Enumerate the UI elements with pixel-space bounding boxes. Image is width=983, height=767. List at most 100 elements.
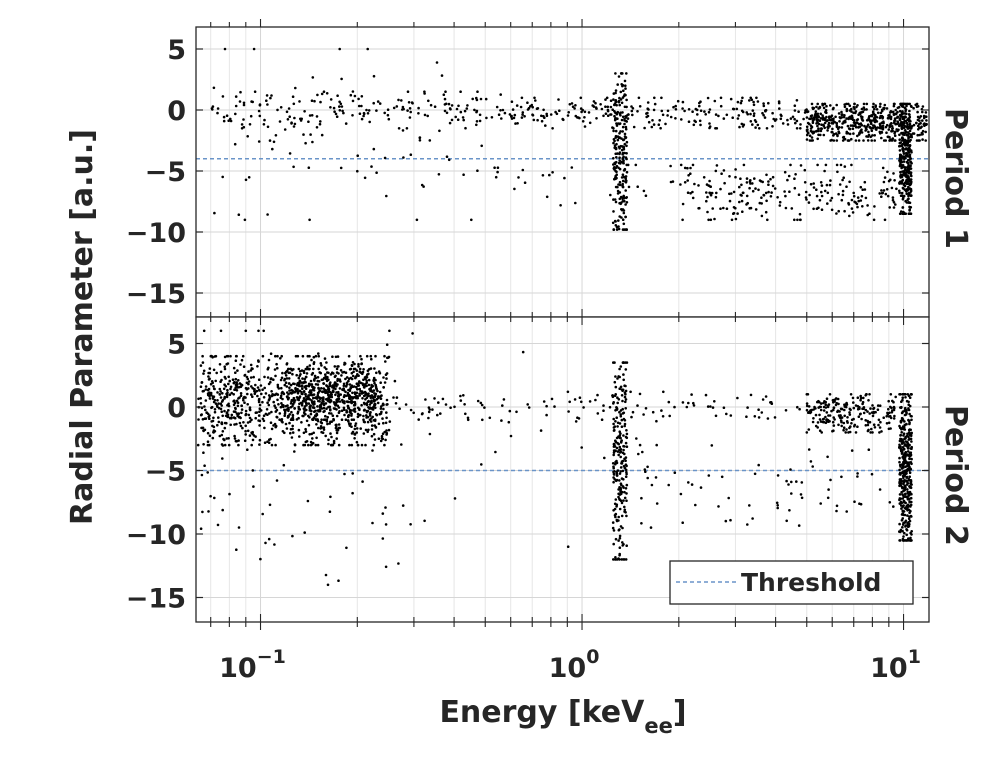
data-point	[323, 409, 326, 413]
data-point	[397, 562, 400, 565]
data-point	[376, 395, 380, 398]
data-point	[842, 176, 845, 179]
data-point	[819, 502, 822, 505]
data-point	[823, 189, 827, 193]
data-point	[349, 395, 352, 399]
data-point	[197, 418, 200, 421]
data-point	[478, 113, 482, 117]
data-point	[619, 72, 623, 75]
data-point	[902, 535, 905, 538]
data-point	[312, 389, 316, 392]
data-point	[336, 379, 339, 383]
data-point	[510, 114, 513, 118]
data-point	[289, 367, 292, 371]
data-point	[731, 107, 735, 111]
data-point	[319, 425, 323, 428]
data-point	[213, 211, 216, 215]
data-point	[350, 364, 354, 368]
data-point	[305, 408, 308, 412]
data-point	[355, 391, 359, 395]
data-point	[401, 504, 405, 507]
data-point	[842, 115, 846, 119]
data-point	[690, 483, 694, 486]
data-point	[582, 406, 585, 409]
data-point	[892, 172, 895, 175]
data-point	[898, 456, 901, 460]
data-point	[588, 400, 592, 403]
data-point	[624, 84, 627, 87]
data-point	[408, 107, 412, 110]
data-point	[732, 211, 736, 215]
data-point	[880, 195, 883, 198]
data-point	[237, 213, 241, 216]
data-point	[815, 188, 818, 191]
data-point	[624, 196, 628, 200]
data-point	[708, 179, 711, 183]
data-point	[241, 354, 245, 358]
data-point	[243, 401, 246, 405]
data-point	[901, 206, 905, 209]
data-point	[764, 395, 768, 398]
data-point	[368, 403, 372, 406]
data-point	[258, 389, 261, 392]
data-point	[910, 500, 913, 504]
data-point	[318, 389, 322, 393]
data-point	[753, 177, 756, 180]
data-point	[621, 412, 625, 415]
data-point	[322, 418, 326, 422]
data-point	[618, 445, 622, 449]
data-point	[213, 387, 216, 391]
data-point	[770, 191, 773, 194]
data-point	[383, 111, 387, 115]
data-point	[674, 108, 678, 111]
data-point	[624, 389, 628, 393]
data-point	[246, 421, 250, 424]
data-point	[281, 397, 284, 401]
data-point	[609, 99, 613, 102]
data-point	[297, 428, 301, 432]
data-point	[332, 390, 335, 394]
data-point	[899, 481, 903, 485]
data-point	[857, 415, 861, 419]
data-point	[312, 362, 316, 366]
data-point	[826, 405, 830, 409]
data-point	[310, 114, 314, 117]
data-point	[616, 450, 620, 453]
data-point	[303, 110, 306, 113]
data-point	[830, 208, 834, 212]
data-point	[852, 132, 855, 135]
y-tick-label: −5	[145, 457, 186, 488]
data-point	[616, 401, 619, 405]
data-point	[362, 112, 366, 116]
data-point	[674, 117, 677, 120]
data-point	[843, 405, 847, 408]
data-point	[207, 510, 210, 513]
y-tick-label: 5	[167, 35, 186, 66]
data-point	[325, 361, 328, 364]
data-point	[323, 357, 327, 360]
data-point	[740, 99, 743, 103]
data-point	[351, 400, 355, 404]
data-point	[349, 400, 352, 404]
data-point	[370, 357, 373, 361]
data-point	[803, 111, 807, 114]
data-point	[319, 427, 322, 430]
data-point	[616, 152, 619, 155]
data-point	[276, 393, 280, 396]
data-point	[916, 105, 920, 108]
data-point	[625, 429, 628, 432]
data-point	[245, 388, 249, 391]
data-point	[737, 114, 741, 117]
data-point	[218, 363, 222, 366]
data-point	[854, 431, 858, 434]
data-point	[873, 139, 876, 142]
data-point	[367, 428, 370, 432]
data-point	[618, 472, 622, 475]
data-point	[894, 139, 897, 142]
data-point	[909, 451, 913, 455]
data-point	[330, 412, 333, 415]
data-point	[804, 190, 808, 194]
data-point	[901, 170, 904, 173]
data-point	[376, 100, 380, 103]
data-point	[233, 434, 236, 438]
